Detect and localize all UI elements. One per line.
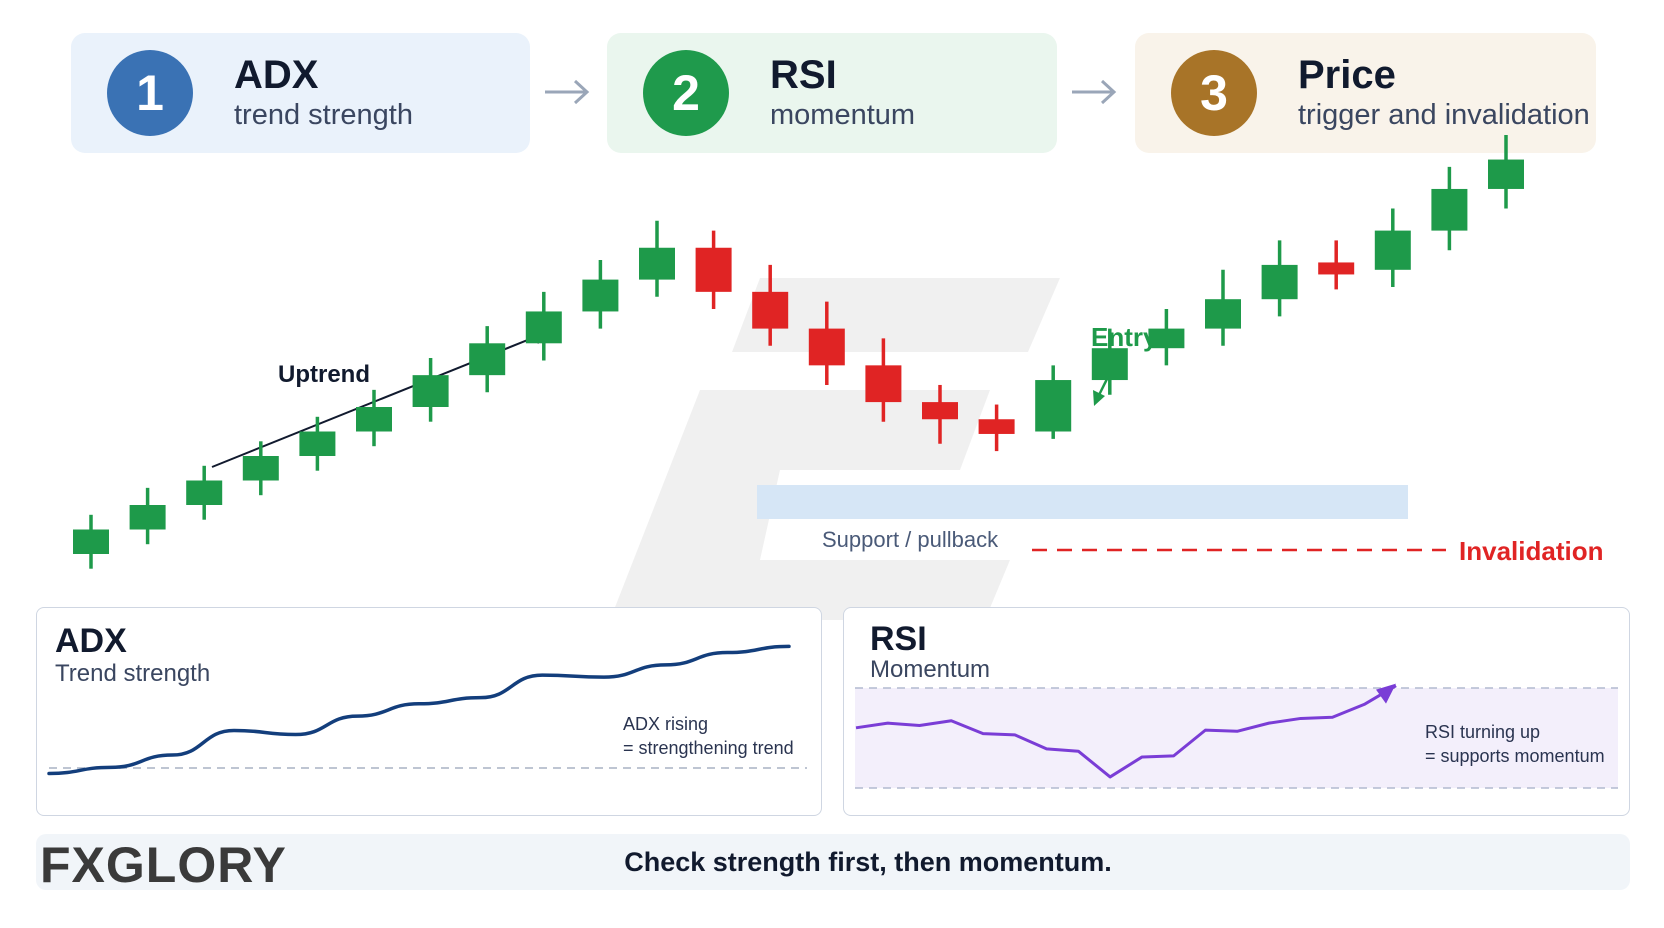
bullish-candle bbox=[299, 416, 336, 471]
bullish-candle bbox=[356, 389, 392, 447]
step-title: Price bbox=[1298, 53, 1396, 97]
bullish-candle bbox=[525, 291, 562, 361]
rsi-arrowhead bbox=[1376, 683, 1396, 704]
adx-panel-subtitle: Trend strength bbox=[55, 660, 211, 687]
adx-note: ADX rising = strengthening trend bbox=[623, 712, 794, 760]
bullish-candle bbox=[73, 514, 109, 569]
step-number-badge: 1 bbox=[107, 50, 193, 136]
rsi-note: RSI turning up = supports momentum bbox=[1425, 720, 1605, 768]
bullish-candle bbox=[186, 465, 223, 520]
bearish-candle bbox=[808, 301, 845, 385]
adx-line bbox=[47, 644, 791, 776]
rsi-panel-title: RSI bbox=[870, 620, 927, 658]
bullish-candle bbox=[1148, 309, 1185, 366]
uptrend-label: Uptrend bbox=[278, 361, 370, 388]
bullish-candle bbox=[1205, 269, 1241, 346]
rsi-note-line1: RSI turning up bbox=[1425, 722, 1541, 742]
step-subtitle: momentum bbox=[770, 99, 916, 131]
rsi-line bbox=[855, 684, 1397, 779]
support-label: Support / pullback bbox=[822, 527, 999, 552]
bullish-candle bbox=[639, 220, 675, 297]
bearish-candle bbox=[978, 404, 1015, 452]
bullish-candle bbox=[242, 441, 279, 496]
bullish-candle bbox=[1374, 208, 1411, 287]
step-number-badge: 2 bbox=[643, 50, 729, 136]
bullish-candle bbox=[469, 326, 506, 393]
bullish-candle bbox=[1488, 135, 1524, 209]
rsi-band bbox=[855, 688, 1618, 788]
entry-arrowhead bbox=[1093, 390, 1105, 406]
step-card-rsi: 2 RSI momentum bbox=[607, 33, 1057, 153]
bearish-candle bbox=[865, 338, 902, 422]
entry-label: Entry bbox=[1091, 322, 1158, 352]
adx-panel: ADX Trend strength ADX rising = strength… bbox=[36, 607, 822, 816]
step-subtitle: trend strength bbox=[234, 99, 413, 131]
bullish-candle bbox=[1091, 328, 1128, 395]
bullish-candle bbox=[1431, 166, 1468, 251]
support-zone bbox=[757, 485, 1408, 519]
adx-note-line1: ADX rising bbox=[623, 714, 709, 734]
bearish-candle bbox=[922, 384, 958, 444]
footer-bar: Check strength first, then momentum. bbox=[36, 834, 1630, 890]
step-title: RSI bbox=[770, 53, 837, 97]
footer-tagline: Check strength first, then momentum. bbox=[624, 847, 1112, 877]
rsi-panel-subtitle: Momentum bbox=[870, 656, 991, 683]
candlestick-chart: Uptrend Entry Support / pullback Invalid… bbox=[73, 135, 1603, 620]
step-number-badge: 3 bbox=[1171, 50, 1257, 136]
bullish-candle bbox=[412, 358, 449, 422]
adx-panel-title: ADX bbox=[55, 622, 127, 660]
bearish-candle bbox=[1318, 240, 1355, 290]
bullish-candle bbox=[582, 260, 619, 329]
bearish-candle bbox=[695, 230, 732, 309]
step-subtitle: trigger and invalidation bbox=[1298, 99, 1590, 131]
invalidation-label: Invalidation bbox=[1459, 536, 1603, 566]
adx-note-line2: = strengthening trend bbox=[623, 738, 794, 758]
step-card-adx: 1 ADX trend strength bbox=[71, 33, 530, 153]
fxglory-logo: FXGLORY bbox=[40, 837, 287, 893]
right-arrow-icon bbox=[1072, 79, 1117, 105]
bearish-candle bbox=[752, 264, 789, 346]
step-card-price: 3 Price trigger and invalidation bbox=[1135, 33, 1596, 153]
bullish-candle bbox=[1261, 240, 1298, 317]
rsi-note-line2: = supports momentum bbox=[1425, 746, 1605, 766]
rsi-panel: RSI Momentum RSI turning up = supports m… bbox=[843, 607, 1630, 816]
step-title: ADX bbox=[234, 53, 319, 97]
right-arrow-icon bbox=[545, 79, 590, 105]
bullish-candle bbox=[1035, 365, 1072, 439]
bullish-candle bbox=[129, 487, 166, 545]
